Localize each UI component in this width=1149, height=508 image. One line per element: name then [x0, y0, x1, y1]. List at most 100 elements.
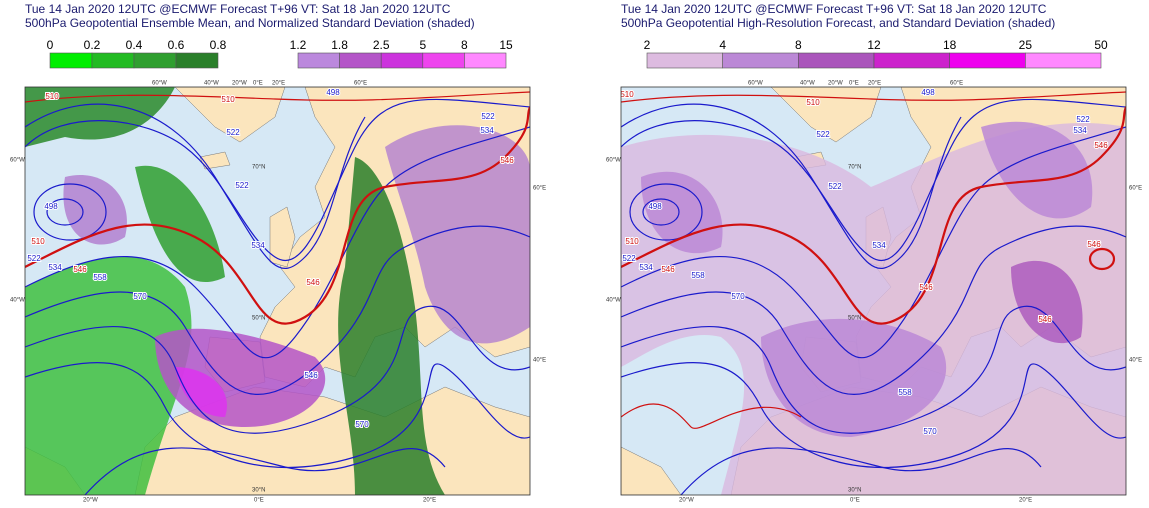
colorbar-label: 8: [461, 38, 468, 52]
colorbar-segment: [339, 52, 382, 69]
contour-label: 546: [919, 283, 933, 292]
contour-label: 558: [93, 273, 107, 282]
colorbar-segment: [175, 52, 219, 69]
contour-label: 546: [1094, 141, 1108, 150]
map-right: [621, 87, 1126, 495]
geo-label: 0°E: [254, 498, 264, 504]
title-line: 500hPa Geopotential Ensemble Mean, and N…: [25, 16, 475, 30]
geo-label: 20°E: [868, 81, 881, 87]
geo-label: 40°W: [204, 81, 219, 87]
contour-label: 534: [639, 263, 653, 272]
geo-label: 40°E: [1129, 358, 1142, 364]
contour-label: 558: [898, 388, 912, 397]
geo-label: 40°W: [10, 298, 25, 304]
colorbar-label: 0.2: [84, 38, 101, 52]
map-frame: [620, 86, 1127, 496]
colorbar-segment: [949, 52, 1026, 69]
colorbar-label: 5: [419, 38, 426, 52]
contour-label: 510: [620, 90, 634, 99]
geo-label: 30°N: [252, 488, 265, 494]
geo-label: 70°N: [252, 165, 265, 171]
title-line: Tue 14 Jan 2020 12UTC @ECMWF Forecast T+…: [25, 2, 451, 16]
contour-label: 534: [48, 263, 62, 272]
geo-label: 50°N: [848, 316, 861, 322]
contour-label: 546: [306, 278, 320, 287]
geo-label: 20°W: [232, 81, 247, 87]
contour-label: 510: [806, 98, 820, 107]
shade: [135, 165, 225, 283]
colorbar-label: 0.8: [210, 38, 227, 52]
contour-label: 546: [661, 265, 675, 274]
contour-label: 522: [816, 130, 830, 139]
geo-label: 40°W: [800, 81, 815, 87]
contour: [1088, 247, 1116, 271]
shade: [338, 157, 445, 495]
contour-label: 498: [326, 88, 340, 97]
geo-label: 60°E: [950, 81, 963, 87]
colorbar-label: 0.6: [168, 38, 185, 52]
geo-label: 20°W: [83, 498, 98, 504]
geo-label: 60°W: [606, 158, 621, 164]
geo-label: 60°E: [1129, 186, 1142, 192]
colorbar-label: 4: [719, 38, 726, 52]
geo-label: 50°N: [252, 316, 265, 322]
contour-label: 534: [480, 126, 494, 135]
colorbar-label: 25: [1019, 38, 1033, 52]
geo-label: 60°E: [533, 186, 546, 192]
colorbar-segment: [91, 52, 135, 69]
contour-label: 498: [921, 88, 935, 97]
shade: [761, 318, 947, 437]
contour-label: 546: [500, 156, 514, 165]
colorbar-segment: [133, 52, 177, 69]
colorbar-segment: [49, 52, 93, 69]
map-left: [25, 87, 530, 495]
geo-label: 70°N: [848, 165, 861, 171]
geo-label: 0°E: [850, 498, 860, 504]
contour-label: 510: [31, 237, 45, 246]
colorbar-segment: [422, 52, 465, 69]
colorbar-label: 18: [943, 38, 957, 52]
contour-label: 534: [251, 241, 265, 250]
contour-label: 522: [828, 182, 842, 191]
colorbar-segment: [297, 52, 340, 69]
colorbar-segment: [873, 52, 950, 69]
geo-label: 40°E: [533, 358, 546, 364]
colorbar-label: 0: [47, 38, 54, 52]
colorbar-segment: [1025, 52, 1102, 69]
shade: [621, 122, 1126, 495]
geo-label: 30°N: [848, 488, 861, 494]
colorbar-segment: [380, 52, 424, 69]
shade: [175, 367, 227, 417]
colorbar-label: 0.4: [126, 38, 143, 52]
shade: [63, 175, 127, 245]
colorbar-segment: [646, 52, 723, 69]
colorbar-label: 2: [644, 38, 651, 52]
map-frame: [24, 86, 531, 496]
geo-label: 0°E: [253, 81, 263, 87]
colorbar-label: 12: [867, 38, 881, 52]
geo-label: 40°W: [606, 298, 621, 304]
title-line: Tue 14 Jan 2020 12UTC @ECMWF Forecast T+…: [621, 2, 1047, 16]
colorbar-label: 50: [1094, 38, 1108, 52]
contour-label: 522: [235, 181, 249, 190]
geo-label: 20°E: [423, 498, 436, 504]
colorbar-segment: [722, 52, 799, 69]
contour-label: 498: [44, 202, 58, 211]
geo-label: 20°E: [272, 81, 285, 87]
contour-label: 558: [691, 271, 705, 280]
contour-label: 546: [1038, 315, 1052, 324]
colorbar-label: 8: [795, 38, 802, 52]
contour-label: 522: [1076, 115, 1090, 124]
colorbar-segment: [464, 52, 507, 69]
geo-label: 60°W: [748, 81, 763, 87]
title-line: 500hPa Geopotential High-Resolution Fore…: [621, 16, 1055, 30]
geo-label: 60°W: [152, 81, 167, 87]
colorbar-label: 15: [499, 38, 513, 52]
contour-label: 510: [625, 237, 639, 246]
contour-label: 510: [45, 92, 59, 101]
geo-label: 20°W: [679, 498, 694, 504]
contour-label: 534: [1073, 126, 1087, 135]
shade: [25, 87, 175, 147]
